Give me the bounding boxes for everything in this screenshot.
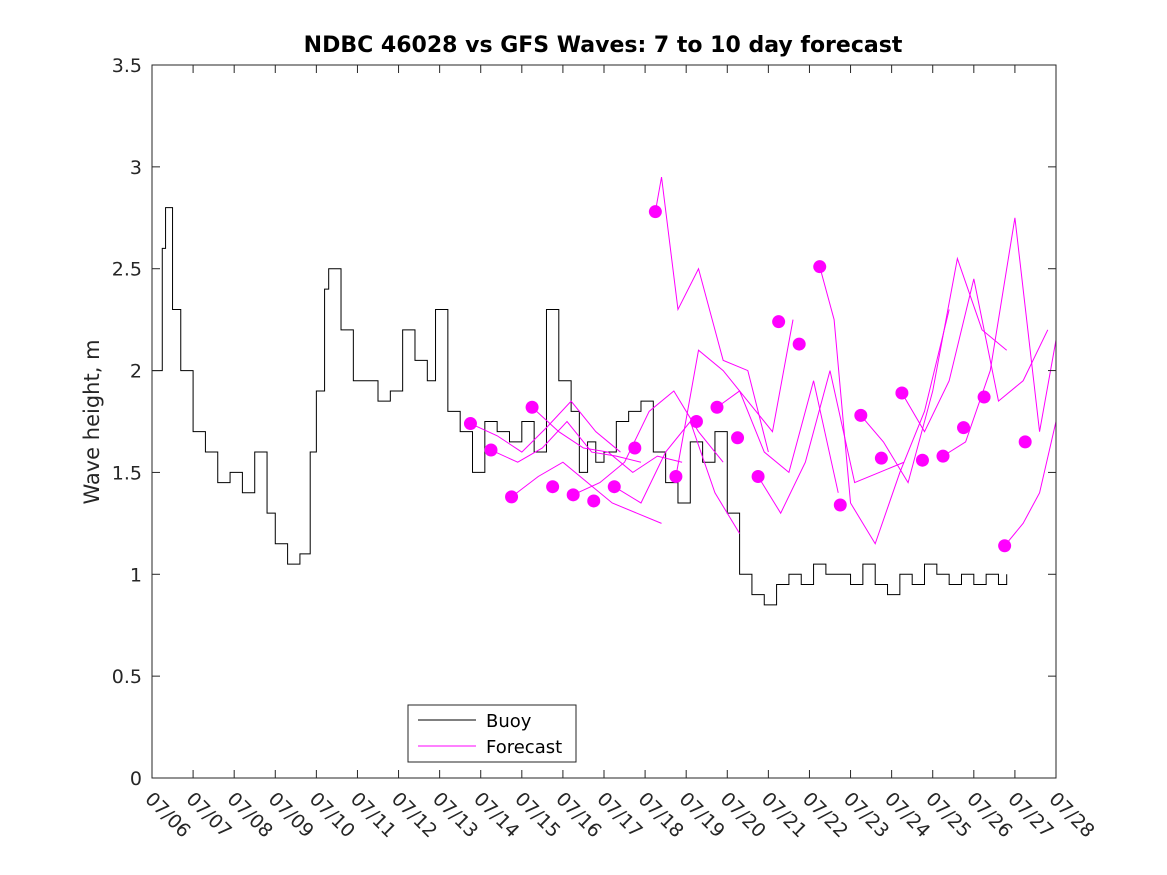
y-tick-label: 2	[130, 361, 142, 383]
x-tick-label: 07/21	[757, 788, 811, 842]
forecast-point	[731, 431, 745, 445]
x-tick-label: 07/10	[305, 788, 359, 842]
forecast-point	[977, 390, 991, 404]
chart-title: NDBC 46028 vs GFS Waves: 7 to 10 day for…	[304, 33, 903, 58]
forecast-point	[957, 421, 971, 435]
forecast-point	[874, 451, 888, 465]
forecast-line	[901, 278, 1049, 433]
forecast-point	[505, 490, 519, 504]
forecast-point	[833, 498, 847, 512]
forecast-line	[1004, 421, 1057, 547]
forecast-point	[915, 453, 929, 467]
buoy-line	[152, 207, 1008, 606]
x-tick-label: 07/22	[798, 788, 852, 842]
forecast-point	[587, 494, 601, 508]
x-tick-label: 07/20	[716, 788, 770, 842]
buoy-series	[152, 207, 1008, 606]
y-tick-label: 0.5	[112, 666, 142, 688]
forecast-point	[628, 441, 642, 455]
forecast-point	[854, 408, 868, 422]
x-tick-label: 07/18	[634, 788, 688, 842]
forecast-point	[484, 443, 498, 457]
legend-box	[407, 704, 577, 763]
forecast-point	[751, 470, 765, 484]
y-tick-label: 1.5	[112, 462, 142, 484]
forecast-line	[531, 406, 683, 474]
forecast-point	[689, 415, 703, 428]
x-tick-label: 07/28	[1044, 788, 1098, 842]
forecast-point	[463, 417, 477, 431]
y-tick-label: 2.5	[112, 259, 142, 281]
x-tick-label: 07/16	[551, 788, 605, 842]
x-tick-label: 07/06	[140, 788, 194, 842]
x-tick-label: 07/23	[839, 788, 893, 842]
forecast-point	[895, 386, 909, 400]
forecast-point	[998, 539, 1012, 553]
forecast-point	[607, 480, 621, 494]
x-tick-label: 07/19	[675, 788, 729, 842]
x-tick-label: 07/07	[182, 788, 236, 842]
forecast-line	[819, 266, 950, 545]
forecast-point	[546, 480, 560, 494]
y-tick-label: 3	[130, 157, 142, 179]
forecast-point	[566, 488, 580, 502]
forecast-point	[648, 205, 662, 219]
forecast-line	[716, 380, 839, 493]
forecast-series	[463, 176, 1057, 553]
y-tick-label: 3.5	[112, 55, 142, 77]
forecast-point	[525, 400, 539, 414]
forecast-line	[470, 400, 621, 453]
x-tick-label: 07/09	[264, 788, 318, 842]
x-tick-label: 07/26	[962, 788, 1016, 842]
forecast-point	[792, 337, 806, 351]
x-tick-label: 07/17	[592, 788, 646, 842]
x-tick-label: 07/12	[387, 788, 441, 842]
forecast-line	[511, 461, 662, 524]
forecast-point	[813, 260, 827, 274]
forecast-line	[572, 390, 724, 496]
y-tick-label: 1	[130, 564, 142, 586]
forecast-point	[936, 449, 950, 463]
forecast-line	[490, 420, 642, 463]
legend: Buoy Forecast	[407, 704, 577, 763]
y-axis: 0 0.5 1 1.5 2 2.5 3 3.5	[112, 55, 1056, 790]
y-axis-label: Wave height, m	[80, 339, 104, 504]
forecast-line	[654, 176, 769, 453]
forecast-point	[1018, 435, 1032, 449]
x-tick-label: 07/24	[880, 788, 934, 842]
forecast-point	[772, 315, 786, 329]
forecast-line	[675, 319, 794, 477]
x-tick-label: 07/27	[1003, 788, 1057, 842]
x-tick-label: 07/25	[921, 788, 975, 842]
x-tick-label: 07/15	[510, 788, 564, 842]
x-tick-label: 07/11	[346, 788, 400, 842]
forecast-point	[669, 470, 683, 484]
x-tick-label: 07/14	[469, 788, 523, 842]
legend-label-buoy: Buoy	[486, 711, 532, 732]
forecast-line	[614, 420, 741, 534]
x-axis: 07/0607/0707/0807/0907/1007/1107/1207/13…	[140, 65, 1099, 842]
legend-label-forecast: Forecast	[486, 737, 562, 758]
forecast-line	[860, 256, 1008, 484]
y-tick-label: 0	[130, 768, 142, 790]
x-tick-label: 07/08	[223, 788, 277, 842]
forecast-line	[757, 370, 905, 515]
x-tick-label: 07/13	[428, 788, 482, 842]
forecast-point	[710, 400, 724, 414]
forecast-line	[942, 217, 1057, 457]
